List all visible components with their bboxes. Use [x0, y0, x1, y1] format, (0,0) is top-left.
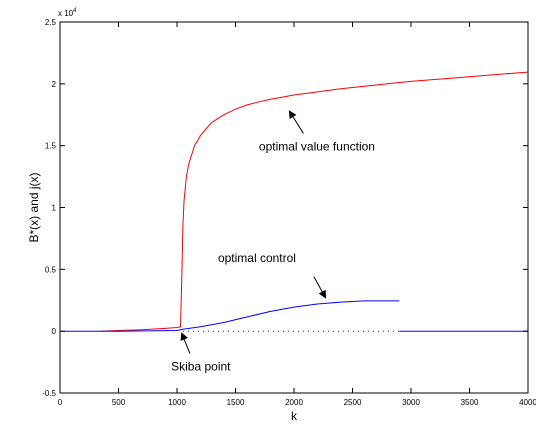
series-optimal-control [60, 300, 400, 332]
y-tick-label: 0.5 [45, 265, 57, 274]
annotations-layer: optimal value function optimal control Ski… [171, 110, 375, 374]
x-tick-label: 3500 [461, 398, 479, 407]
y-axis-label: B*(x) and j(x) [27, 172, 41, 242]
y-exponent-label: x 104 [58, 8, 77, 18]
y-tick-label: 1.5 [45, 142, 57, 151]
y-tick-label: 2 [52, 80, 57, 89]
annotation-skiba: Skiba point [171, 360, 231, 374]
y-exponent-power: 4 [73, 8, 77, 14]
annotation-arrow-oc [313, 276, 327, 299]
x-tick-label: 2000 [285, 398, 303, 407]
annotation-arrow-skiba [180, 332, 191, 354]
annotation-vf: optimal value function [259, 140, 375, 154]
annotation-arrow-vf [288, 110, 304, 134]
x-tick-label: 3000 [402, 398, 420, 407]
series-layer [60, 71, 529, 332]
x-tick-label: 1000 [168, 398, 186, 407]
x-tick-label: 1500 [227, 398, 245, 407]
x-tick-label: 0 [58, 398, 63, 407]
series-value-function [100, 71, 529, 332]
x-tick-label: 4000 [519, 398, 536, 407]
annotation-oc: optimal control [218, 251, 296, 265]
x-tick-label: 2500 [344, 398, 362, 407]
y-tick-label: 1 [52, 204, 57, 213]
ticks-layer: 0 500 1000 1500 2000 2500 3000 3500 4000-0.500.5… [42, 18, 536, 407]
y-tick-label: 2.5 [45, 18, 57, 27]
y-tick-label: 0 [52, 327, 57, 336]
x-tick-label: 500 [112, 398, 126, 407]
x-axis-label: k [291, 409, 298, 423]
y-tick-label: -0.5 [42, 389, 56, 398]
